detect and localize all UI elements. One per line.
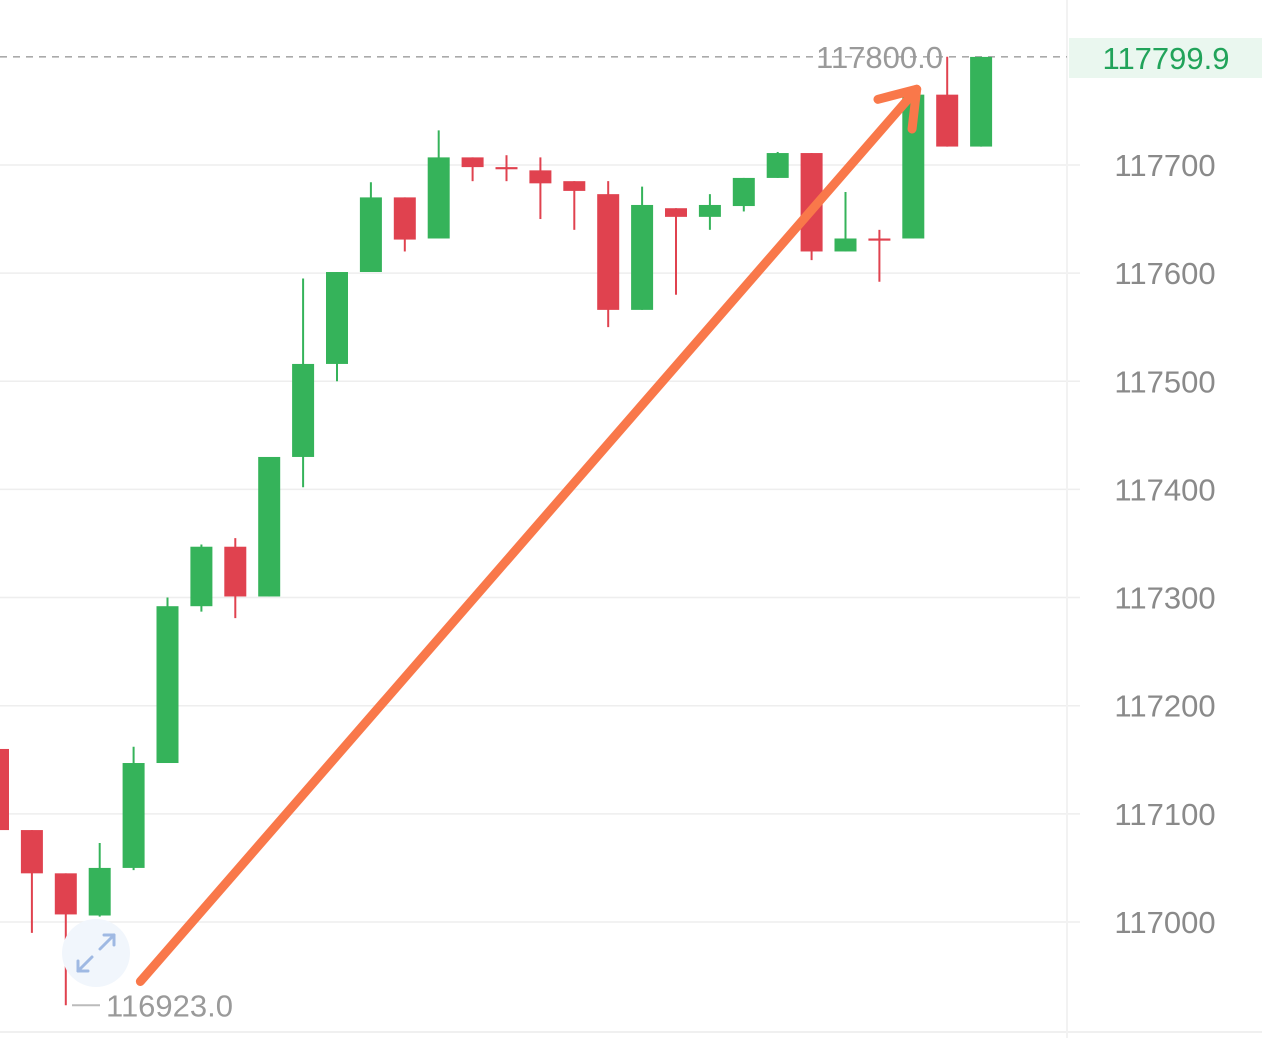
candle-up bbox=[732, 177, 755, 212]
min-price-label: 116923.0 bbox=[106, 988, 233, 1023]
y-tick-label: 117000 bbox=[1114, 905, 1215, 940]
trend-arrow-shaft bbox=[135, 84, 922, 986]
candle-up bbox=[292, 278, 315, 488]
candle-body bbox=[529, 170, 552, 184]
candle-body bbox=[54, 873, 77, 915]
candle-up bbox=[156, 597, 179, 764]
candle-down bbox=[936, 56, 959, 147]
candle-down bbox=[0, 748, 9, 831]
candle-body bbox=[597, 194, 620, 310]
candle-up bbox=[631, 186, 654, 310]
candle-down bbox=[563, 181, 586, 230]
candle-down bbox=[20, 830, 43, 933]
trend-arrow-head bbox=[873, 84, 922, 134]
candle-body bbox=[88, 867, 111, 916]
candle-down bbox=[868, 229, 891, 282]
candle-body bbox=[224, 546, 247, 597]
candle-down bbox=[224, 538, 247, 619]
candle-body bbox=[258, 456, 281, 597]
trend-arrow bbox=[135, 84, 922, 986]
candle-up bbox=[258, 456, 281, 597]
last-price-badge bbox=[1069, 38, 1262, 78]
candle-body bbox=[834, 238, 857, 252]
y-tick-label: 117600 bbox=[1114, 256, 1215, 291]
candle-body bbox=[563, 181, 586, 191]
candle-body bbox=[461, 157, 484, 168]
candle-up bbox=[970, 56, 993, 147]
candle-body bbox=[902, 94, 925, 239]
y-tick-label: 117300 bbox=[1114, 581, 1215, 616]
candle-body bbox=[156, 606, 179, 764]
candle-up bbox=[190, 544, 213, 612]
y-tick-label: 117500 bbox=[1114, 364, 1215, 399]
candle-body bbox=[936, 94, 959, 147]
candle-down bbox=[393, 197, 416, 252]
candle-body bbox=[631, 204, 654, 310]
candle-body bbox=[970, 56, 993, 147]
candle-down bbox=[461, 157, 484, 182]
candle-body bbox=[698, 204, 721, 217]
y-tick-label: 117200 bbox=[1114, 689, 1215, 724]
candle-up bbox=[766, 151, 789, 178]
candle-up bbox=[122, 746, 145, 871]
candle-down bbox=[495, 155, 518, 182]
candle-up bbox=[698, 194, 721, 230]
y-axis: 117000 117100 117200 117300 117400 117500 1176… bbox=[1114, 148, 1215, 940]
candle-body bbox=[326, 272, 348, 364]
candle-down bbox=[665, 208, 687, 295]
candle-body bbox=[665, 208, 687, 217]
candle-body bbox=[732, 177, 755, 207]
grid-lines bbox=[0, 164, 1262, 1033]
candle-body bbox=[292, 363, 315, 457]
candle-body bbox=[20, 830, 43, 874]
candle-body bbox=[190, 546, 213, 607]
candle-body bbox=[122, 763, 145, 868]
candle-up bbox=[88, 843, 111, 917]
candle-body bbox=[766, 153, 789, 178]
candle-down bbox=[529, 157, 552, 220]
candles bbox=[0, 56, 993, 1006]
candle-up bbox=[359, 182, 382, 273]
candle-body bbox=[868, 238, 891, 241]
max-price-label: 117800.0 bbox=[816, 40, 943, 75]
candle-body bbox=[800, 153, 823, 252]
y-tick-label: 117700 bbox=[1114, 148, 1215, 183]
candle-body bbox=[0, 748, 9, 831]
candle-up bbox=[427, 130, 450, 239]
expand-arrows-icon[interactable] bbox=[62, 919, 130, 987]
candle-body bbox=[495, 167, 518, 170]
candle-down bbox=[597, 181, 620, 328]
candle-body bbox=[359, 197, 382, 273]
candle-body bbox=[393, 197, 416, 240]
candle-body bbox=[427, 157, 450, 239]
candle-up bbox=[326, 272, 348, 382]
candle-up bbox=[834, 191, 857, 252]
last-price-label: 117799.9 bbox=[1103, 41, 1230, 76]
y-tick-label: 117400 bbox=[1114, 472, 1215, 507]
y-tick-label: 117100 bbox=[1114, 797, 1215, 832]
